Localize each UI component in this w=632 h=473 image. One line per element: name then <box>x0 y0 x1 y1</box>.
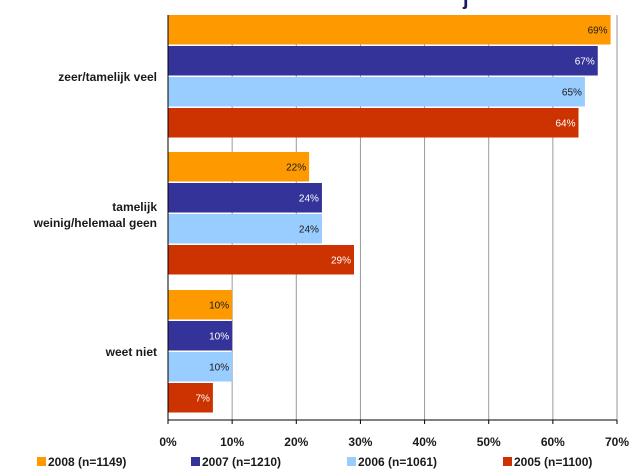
bar-2-1 <box>168 321 233 351</box>
legend-swatch-2 <box>347 457 356 466</box>
legend-swatch-0 <box>37 457 46 466</box>
data-label-0-2: 65% <box>562 87 582 98</box>
legend-label-2: 2006 (n=1061) <box>358 455 437 469</box>
bar-2-3 <box>168 383 213 413</box>
legend-label-1: 2007 (n=1210) <box>202 455 281 469</box>
tick-label-60: 60% <box>541 435 565 449</box>
legend-label-0: 2008 (n=1149) <box>48 455 126 469</box>
data-label-1-3: 29% <box>331 255 351 266</box>
data-label-1-1: 24% <box>299 193 319 204</box>
legend-label-3: 2005 (n=1100) <box>514 455 592 469</box>
tick-label-10: 10% <box>220 435 244 449</box>
category-label-1: tamelijk weinig/helemaal geen <box>33 200 158 230</box>
data-label-2-3: 7% <box>195 393 210 404</box>
data-label-2-0: 10% <box>209 300 229 311</box>
tick-label-30: 30% <box>348 435 372 449</box>
bar-0-3 <box>168 108 579 138</box>
chart-title-fragment: j <box>462 0 469 10</box>
category-label-0: zeer/tamelijk veel <box>58 70 157 84</box>
bar-2-0 <box>168 290 233 320</box>
legend-swatch-1 <box>191 457 200 466</box>
tick-label-70: 70% <box>605 435 629 449</box>
bar-0-0 <box>168 15 611 45</box>
data-label-2-1: 10% <box>209 331 229 342</box>
tick-label-0: 0% <box>159 435 177 449</box>
tick-label-20: 20% <box>284 435 308 449</box>
data-label-0-0: 69% <box>588 25 608 36</box>
bar-2-2 <box>168 352 233 382</box>
bar-1-3 <box>168 245 355 275</box>
data-label-0-1: 67% <box>575 56 595 67</box>
data-label-1-2: 24% <box>299 224 319 235</box>
tick-label-50: 50% <box>477 435 501 449</box>
bar-1-1 <box>168 183 322 213</box>
data-label-1-0: 22% <box>286 162 306 173</box>
legend: 2008 (n=1149) 2007 (n=1210) 2006 (n=1061) 2… <box>37 455 592 469</box>
bar-0-2 <box>168 77 585 107</box>
bar-0-1 <box>168 46 598 76</box>
tick-label-40: 40% <box>413 435 437 449</box>
category-label-2: weet niet <box>105 345 157 359</box>
value-axis: 0% 10% 20% 30% 40% 50% 60% 70% <box>159 15 629 449</box>
category-labels: zeer/tamelijk veel tamelijk weinig/helemaa… <box>33 70 158 359</box>
legend-swatch-3 <box>503 457 512 466</box>
data-label-2-2: 10% <box>209 362 229 373</box>
bar-1-2 <box>168 214 322 244</box>
data-label-0-3: 64% <box>555 118 575 129</box>
bar-1-0 <box>168 152 310 182</box>
bars: 69% 67% 65% 64% 22% 24% 24% 29% 10% 10% 10% 7% <box>168 15 611 413</box>
